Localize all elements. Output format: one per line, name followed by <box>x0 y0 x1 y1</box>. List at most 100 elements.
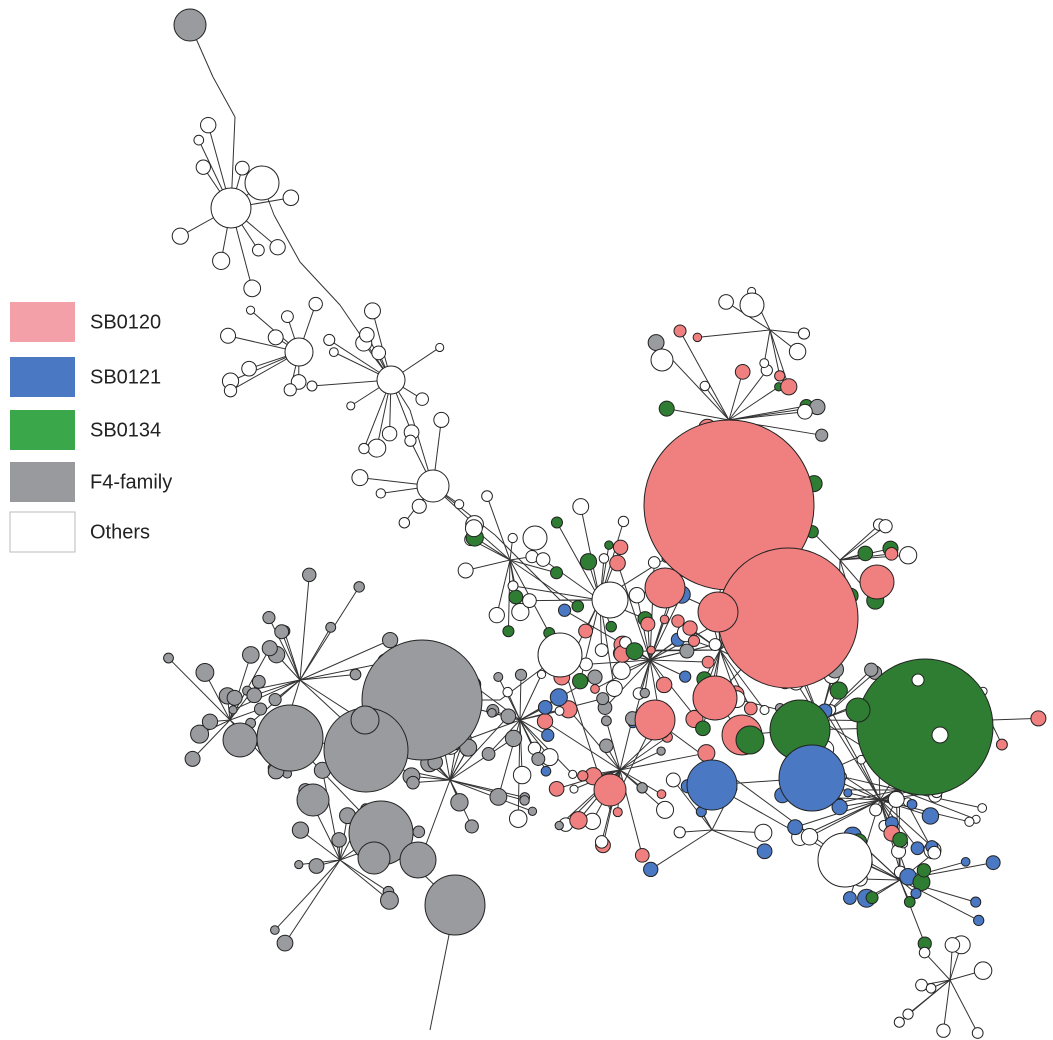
edge <box>299 661 387 681</box>
node <box>415 392 429 406</box>
node <box>671 614 685 628</box>
node <box>325 621 337 633</box>
node <box>797 403 813 420</box>
node <box>541 728 555 742</box>
node <box>869 803 883 817</box>
node <box>921 807 940 825</box>
node <box>665 772 681 788</box>
edge <box>949 979 979 1034</box>
node <box>349 668 362 681</box>
node <box>291 821 310 839</box>
node <box>612 807 623 818</box>
node <box>350 705 380 735</box>
edge <box>512 585 601 601</box>
node <box>508 589 524 605</box>
node <box>171 227 189 245</box>
node <box>656 746 666 756</box>
edge <box>619 750 662 771</box>
node <box>404 434 417 447</box>
node <box>878 519 893 534</box>
node <box>454 499 465 510</box>
node <box>276 934 294 952</box>
node <box>918 946 931 959</box>
node <box>594 835 609 849</box>
node <box>507 580 519 592</box>
node <box>411 498 427 514</box>
node <box>587 669 603 685</box>
node <box>226 689 243 706</box>
edge <box>719 649 752 709</box>
edge <box>847 792 881 801</box>
edge <box>830 709 881 801</box>
node <box>916 863 932 878</box>
node <box>884 547 899 561</box>
node <box>406 775 420 790</box>
node <box>634 699 676 741</box>
node <box>536 669 547 680</box>
node <box>222 722 258 758</box>
node <box>308 296 323 312</box>
node <box>398 516 411 529</box>
node <box>488 607 505 624</box>
node <box>973 961 993 980</box>
edge <box>644 659 651 694</box>
node <box>262 611 276 625</box>
node <box>656 800 675 819</box>
node <box>964 816 975 827</box>
node <box>283 383 297 397</box>
edge <box>339 859 390 901</box>
node <box>692 332 703 343</box>
node <box>569 784 579 794</box>
node <box>493 671 504 682</box>
node <box>673 324 687 338</box>
node <box>550 516 563 529</box>
node <box>594 643 609 658</box>
edge <box>299 674 356 681</box>
node <box>267 329 284 346</box>
node <box>195 159 211 175</box>
node <box>184 750 201 767</box>
node <box>708 638 722 651</box>
node <box>502 625 515 638</box>
node <box>328 347 339 358</box>
node <box>925 982 937 994</box>
node <box>697 591 739 633</box>
node <box>687 634 701 648</box>
node <box>376 365 406 395</box>
node <box>399 841 437 879</box>
node <box>424 874 486 936</box>
edge <box>769 329 781 376</box>
node <box>242 646 260 664</box>
nodes <box>163 8 1047 1039</box>
legend-label: SB0120 <box>90 311 161 333</box>
node <box>780 378 798 396</box>
edge <box>339 859 389 893</box>
edge <box>284 859 341 944</box>
legend-swatch <box>10 410 75 450</box>
node <box>500 708 517 725</box>
edge <box>212 76 236 118</box>
node <box>537 632 583 678</box>
node <box>977 803 988 813</box>
node <box>193 134 205 146</box>
edge <box>879 799 933 847</box>
node <box>489 787 508 806</box>
edge <box>496 559 511 616</box>
node <box>717 547 859 689</box>
node <box>284 337 314 367</box>
node <box>774 370 786 382</box>
node <box>572 673 589 690</box>
node <box>695 720 711 737</box>
node <box>246 687 263 704</box>
node <box>269 239 286 256</box>
node <box>829 681 848 700</box>
legend: SB0120 SB0121 SB0134 F4-family Others <box>9 302 172 553</box>
edge <box>704 385 730 421</box>
node <box>831 798 848 816</box>
node <box>625 642 644 661</box>
edge <box>519 674 522 721</box>
node <box>190 724 210 744</box>
node <box>591 581 629 619</box>
node <box>927 845 942 860</box>
node <box>647 334 665 352</box>
